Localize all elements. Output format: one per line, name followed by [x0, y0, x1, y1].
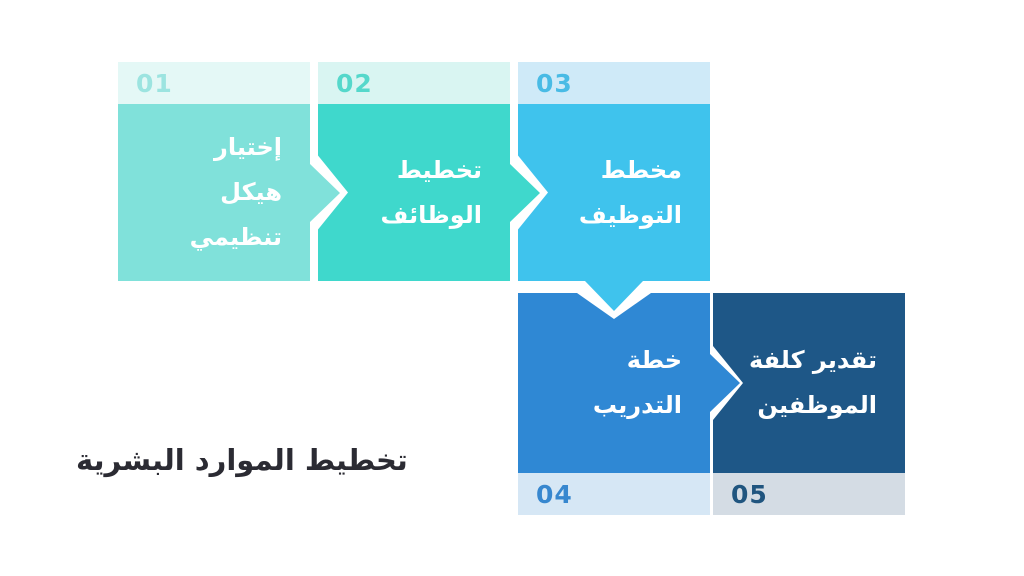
step-04-number: 04: [536, 479, 573, 509]
step-03-label: مخطط التوظيف: [578, 155, 682, 229]
step-01-body: إختيار هيكل تنظيمي: [118, 104, 310, 281]
step-04: خطة التدريب 04: [518, 293, 710, 515]
step-01-number-strip: 01: [118, 62, 310, 104]
step-02-label: تخطيط الوظائف: [380, 155, 482, 229]
step-04-body: خطة التدريب: [518, 293, 710, 473]
step-03-number: 03: [536, 68, 573, 98]
step-04-label: خطة التدريب: [592, 346, 682, 419]
step-05-body: تقدير كلفة الموظفين: [713, 293, 905, 473]
step-02-number-strip: 02: [318, 62, 510, 104]
step-01: 01 إختيار هيكل تنظيمي: [118, 62, 310, 281]
step-02-body: تخطيط الوظائف: [318, 104, 510, 281]
step-04-number-strip: 04: [518, 473, 710, 515]
diagram-title: تخطيط الموارد البشرية: [76, 443, 408, 477]
step-03: 03 مخطط التوظيف: [518, 62, 710, 281]
step-05-number: 05: [731, 479, 768, 509]
step-03-number-strip: 03: [518, 62, 710, 104]
step-05-label: تقدير كلفة الموظفين: [748, 346, 877, 419]
step-05: تقدير كلفة الموظفين 05: [713, 293, 905, 515]
step-02: 02 تخطيط الوظائف: [318, 62, 510, 281]
step-01-label: إختيار هيكل تنظيمي: [189, 133, 282, 251]
step-03-body: مخطط التوظيف: [518, 104, 710, 281]
step-05-number-strip: 05: [713, 473, 905, 515]
step-02-number: 02: [336, 68, 373, 98]
step-01-number: 01: [136, 68, 173, 98]
